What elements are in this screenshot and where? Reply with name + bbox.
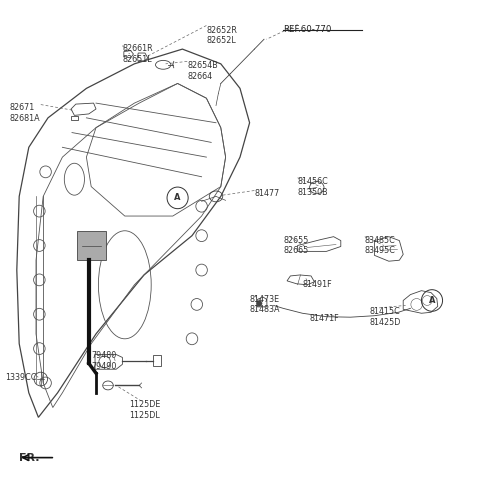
Text: REF.60-770: REF.60-770 — [283, 25, 332, 33]
Text: 81491F: 81491F — [302, 280, 332, 289]
Circle shape — [256, 300, 262, 306]
Text: 81473E
81483A: 81473E 81483A — [250, 295, 280, 314]
Text: 83485C
83495C: 83485C 83495C — [365, 236, 396, 255]
Text: 82661R
82651L: 82661R 82651L — [122, 44, 153, 64]
Text: 82655
82665: 82655 82665 — [283, 236, 309, 255]
Text: 81471F: 81471F — [310, 314, 339, 323]
Text: A: A — [429, 296, 435, 305]
Text: 1125DE
1125DL: 1125DE 1125DL — [130, 400, 161, 420]
Text: 82671
82681A: 82671 82681A — [10, 103, 40, 123]
Text: 79480
79490: 79480 79490 — [91, 351, 117, 371]
Text: 1339CC: 1339CC — [5, 373, 36, 382]
Polygon shape — [77, 231, 106, 260]
Text: 81456C
81350B: 81456C 81350B — [298, 177, 328, 196]
Text: 82654B
82664: 82654B 82664 — [187, 61, 218, 81]
Text: A: A — [174, 193, 181, 202]
Text: 81415C
81425D: 81415C 81425D — [370, 307, 401, 327]
Text: 81477: 81477 — [254, 189, 280, 198]
Text: FR.: FR. — [19, 453, 40, 463]
Text: 82652R
82652L: 82652R 82652L — [206, 26, 237, 45]
